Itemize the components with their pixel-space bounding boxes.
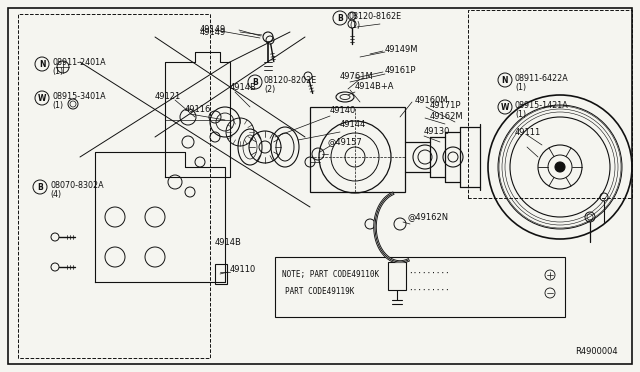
Text: 4914B: 4914B xyxy=(215,237,242,247)
Text: 49111: 49111 xyxy=(515,128,541,137)
Text: W: W xyxy=(38,93,46,103)
Text: N: N xyxy=(502,76,508,84)
Text: 49144: 49144 xyxy=(340,119,366,128)
Text: @49162N: @49162N xyxy=(408,212,449,221)
Text: 49761M: 49761M xyxy=(340,71,374,80)
Text: 08120-8202E: 08120-8202E xyxy=(264,76,317,84)
Text: 08915-3401A: 08915-3401A xyxy=(52,92,106,100)
Text: (1): (1) xyxy=(349,20,360,29)
Text: 49121: 49121 xyxy=(155,92,181,100)
Text: 4914B: 4914B xyxy=(230,83,257,92)
Text: 49116: 49116 xyxy=(185,105,211,113)
Text: (1): (1) xyxy=(52,67,63,76)
Text: 08911-2401A: 08911-2401A xyxy=(52,58,106,67)
Text: ·········: ········· xyxy=(408,287,450,296)
Text: R4900004: R4900004 xyxy=(575,347,618,356)
Text: (1): (1) xyxy=(52,100,63,109)
Text: (1): (1) xyxy=(515,109,526,119)
Text: 49149M: 49149M xyxy=(385,45,419,54)
Text: (4): (4) xyxy=(50,189,61,199)
Text: 49171P: 49171P xyxy=(430,100,461,109)
Text: NOTE; PART CODE49110K: NOTE; PART CODE49110K xyxy=(282,270,379,279)
Text: B: B xyxy=(337,13,343,22)
Text: PART CODE49119K: PART CODE49119K xyxy=(285,287,355,296)
Bar xyxy=(215,264,227,284)
Text: 08915-1421A: 08915-1421A xyxy=(515,100,569,109)
Bar xyxy=(310,107,405,192)
Text: 08070-8302A: 08070-8302A xyxy=(50,180,104,189)
Text: 49162M: 49162M xyxy=(430,112,463,121)
Text: 49140: 49140 xyxy=(330,106,356,115)
Text: 49130: 49130 xyxy=(424,126,451,135)
Bar xyxy=(388,262,406,290)
Text: B: B xyxy=(37,183,43,192)
Text: 4914B+A: 4914B+A xyxy=(355,81,394,90)
Text: @49157: @49157 xyxy=(328,138,363,147)
Text: 08120-8162E: 08120-8162E xyxy=(349,12,402,20)
Text: 49160M: 49160M xyxy=(415,96,449,105)
Text: (1): (1) xyxy=(515,83,526,92)
Text: 49149: 49149 xyxy=(200,25,227,33)
Text: 08911-6422A: 08911-6422A xyxy=(515,74,569,83)
Text: 49110: 49110 xyxy=(230,266,256,275)
Text: N: N xyxy=(39,60,45,68)
Text: ·········: ········· xyxy=(408,270,450,279)
Text: (2): (2) xyxy=(264,84,275,93)
Text: B: B xyxy=(252,77,258,87)
Bar xyxy=(275,257,565,317)
Text: W: W xyxy=(501,103,509,112)
Text: 49161P: 49161P xyxy=(385,65,417,74)
Circle shape xyxy=(555,162,565,172)
Text: 49149: 49149 xyxy=(200,28,227,36)
